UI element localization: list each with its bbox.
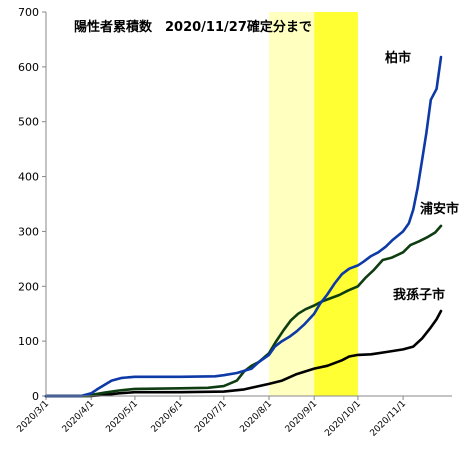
- highlight-bands: [269, 12, 358, 396]
- y-tick-label: 300: [18, 225, 39, 238]
- series-line-abiko: [44, 309, 443, 398]
- y-tick-label: 400: [18, 171, 39, 184]
- y-axis-ticks: 0 100 200 300 400 500 600 700: [18, 6, 46, 403]
- highlight-band-1: [269, 12, 315, 396]
- y-tick-label: 100: [18, 335, 39, 348]
- y-tick-label: 600: [18, 61, 39, 74]
- series-lines: [44, 55, 443, 398]
- chart-title: 陽性者累積数 2020/11/27確定分まで: [74, 19, 312, 35]
- series-label-kashiwa: 柏市: [385, 50, 411, 66]
- series-label-abiko: 我孫子市: [393, 287, 445, 303]
- y-tick-label: 700: [18, 6, 39, 19]
- highlight-band-2: [314, 12, 358, 396]
- series-label-urayasu: 浦安市: [420, 201, 459, 217]
- y-tick-label: 0: [32, 390, 39, 403]
- y-tick-label: 500: [18, 116, 39, 129]
- series-line-kashiwa: [44, 55, 443, 398]
- y-tick-label: 200: [18, 280, 39, 293]
- series-line-urayasu: [44, 224, 443, 398]
